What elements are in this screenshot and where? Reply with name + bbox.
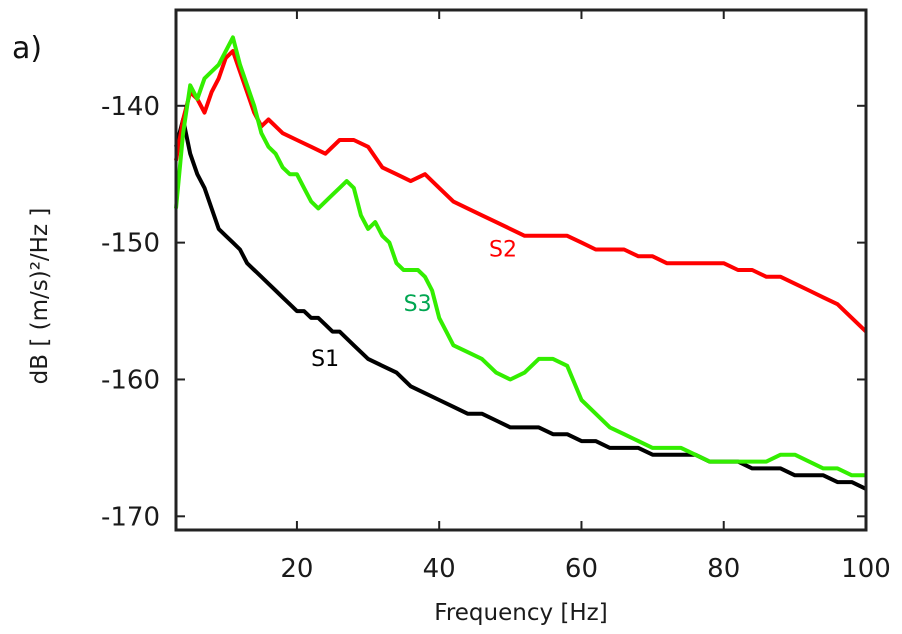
plot-frame xyxy=(174,8,868,532)
y-tick-label-150: -150 xyxy=(101,229,160,259)
y-tick-label-160: -160 xyxy=(101,365,160,395)
y-tick-label-140: -140 xyxy=(101,92,160,122)
x-tick-label-20: 20 xyxy=(280,554,313,584)
series-line-s3 xyxy=(174,35,866,478)
y-ticks: -140 -150 -160 -170 xyxy=(101,92,866,532)
series-labels: S1 S2 S3 xyxy=(311,237,517,371)
series-label-s3: S3 xyxy=(404,292,432,317)
x-ticks: 20 40 60 80 100 xyxy=(280,10,891,584)
x-tick-label-100: 100 xyxy=(841,554,891,584)
y-tick-label-170: -170 xyxy=(101,502,160,532)
series-line-s1 xyxy=(174,117,867,491)
series-label-s1: S1 xyxy=(311,347,339,372)
x-tick-label-80: 80 xyxy=(707,554,740,584)
series-label-s2: S2 xyxy=(489,237,517,262)
y-axis-label: dB [ (m/s)²/Hz ] xyxy=(27,208,53,385)
series-line-s2 xyxy=(174,49,868,334)
panel-label: a) xyxy=(12,31,42,66)
plot-lines xyxy=(174,35,868,491)
x-tick-label-40: 40 xyxy=(423,554,456,584)
x-tick-label-60: 60 xyxy=(565,554,598,584)
x-axis-label: Frequency [Hz] xyxy=(434,600,607,626)
